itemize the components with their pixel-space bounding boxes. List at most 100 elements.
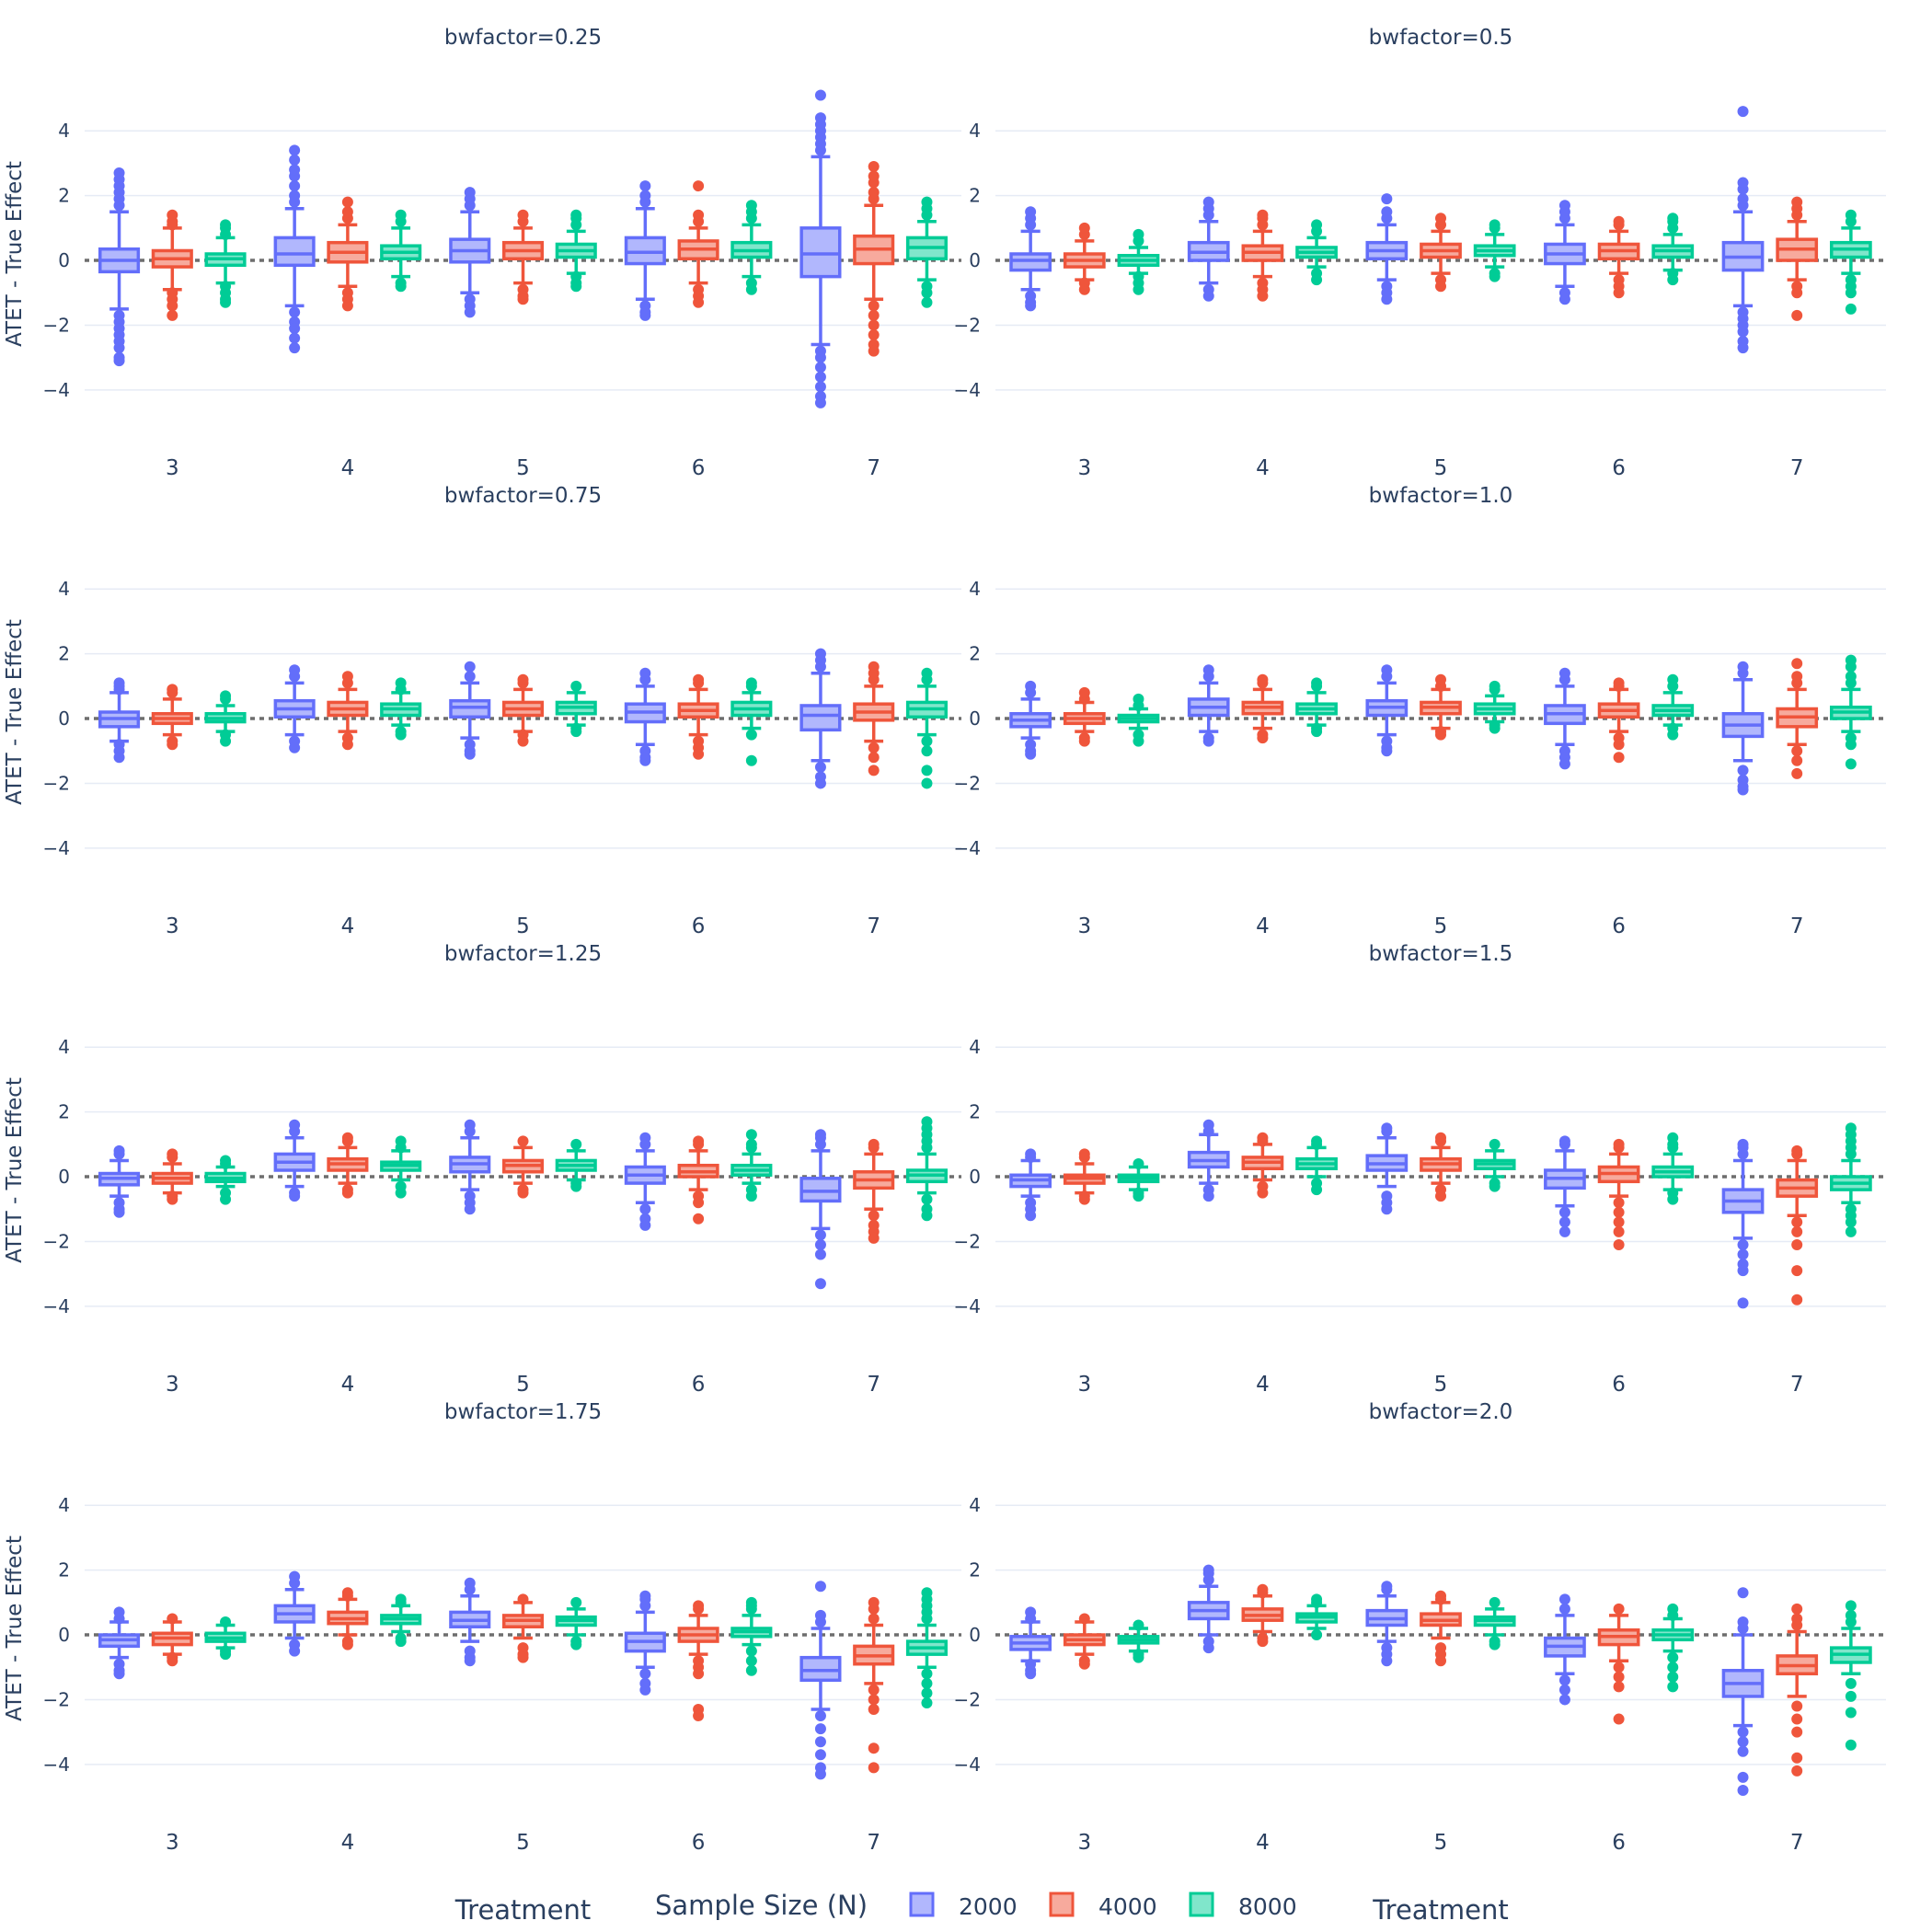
box-8000 [1651, 1132, 1695, 1205]
outlier-point [814, 351, 826, 363]
x-tick-label: 6 [692, 914, 706, 938]
outlier-point [1791, 196, 1803, 208]
box-8000 [204, 690, 247, 747]
box-4000 [151, 1148, 193, 1205]
outlier-point [1558, 1674, 1570, 1686]
box-2000 [1544, 1593, 1586, 1706]
outlier-point [464, 748, 476, 760]
outlier-point [570, 281, 582, 293]
box-2000 [624, 1132, 666, 1231]
outlier-point [639, 1219, 651, 1231]
y-tick-label: −4 [954, 379, 981, 401]
outlier-point [1791, 671, 1803, 683]
box-4000 [501, 673, 545, 747]
outlier-point [1435, 1590, 1446, 1602]
subplot-panel: bwfactor=1.75 −4 −2 0 2 4 3 4 5 6 7 ATET - True Eff… [3, 1400, 961, 1926]
outlier-point [1613, 1238, 1625, 1250]
box-2000 [1365, 664, 1409, 757]
box-4000 [1597, 215, 1640, 299]
outlier-point [1078, 686, 1090, 698]
x-tick-label: 6 [692, 1373, 706, 1397]
outlier-point [1613, 1671, 1625, 1683]
y-tick-label: 4 [58, 1036, 70, 1058]
outlier-point [1737, 193, 1749, 205]
y-tick-label: −4 [43, 379, 70, 401]
y-tick-label: 2 [58, 1101, 70, 1123]
outlier-point [395, 1187, 407, 1199]
outlier-point [341, 1639, 353, 1650]
box-4000 [853, 661, 895, 776]
outlier-point [921, 1193, 933, 1205]
box-4000 [1420, 1132, 1462, 1202]
outlier-point [289, 1570, 301, 1582]
box-4000 [677, 1135, 719, 1225]
outlier-point [814, 1736, 826, 1748]
outlier-point [693, 673, 705, 685]
outlier-point [814, 1768, 826, 1780]
outlier-point [1311, 1629, 1323, 1641]
outlier-point [639, 754, 651, 766]
box-8000 [1117, 228, 1160, 295]
box-8000 [1651, 673, 1695, 741]
outlier-point [517, 293, 529, 305]
outlier-point [1202, 1564, 1214, 1576]
box-8000 [1117, 1157, 1160, 1202]
box-2000 [1721, 1138, 1765, 1309]
outlier-point [921, 287, 933, 299]
outlier-point [1737, 1736, 1749, 1748]
outlier-point [1202, 735, 1214, 747]
y-tick-label: −4 [954, 1295, 981, 1317]
y-tick-label: 2 [969, 1101, 981, 1123]
outlier-point [517, 673, 529, 685]
outlier-point [1435, 213, 1446, 224]
outlier-point [570, 1596, 582, 1608]
x-tick-label: 4 [1256, 914, 1270, 938]
subplot-panel: bwfactor=1.0 −4 −2 0 2 4 3 4 5 6 7 [954, 484, 1886, 938]
outlier-point [814, 1278, 826, 1290]
outlier-point [341, 1587, 353, 1599]
subplot-panel: bwfactor=1.25 −4 −2 0 2 4 3 4 5 6 7 ATET - True Eff… [3, 942, 961, 1397]
outlier-point [1257, 209, 1269, 221]
outlier-point [1845, 739, 1857, 751]
outlier-point [693, 209, 705, 221]
box-4000 [1241, 209, 1284, 302]
outlier-point [814, 1749, 826, 1761]
outlier-point [1078, 1193, 1090, 1205]
box-8000 [1651, 1603, 1695, 1693]
outlier-point [814, 397, 826, 408]
x-tick-label: 6 [1612, 1373, 1626, 1397]
outlier-point [220, 1616, 232, 1627]
outlier-point [1133, 693, 1144, 705]
outlier-point [639, 667, 651, 679]
outlier-point [921, 1587, 933, 1599]
outlier-point [570, 1639, 582, 1650]
outlier-point [1381, 293, 1393, 305]
outlier-point [1737, 106, 1749, 118]
y-tick-label: −2 [954, 314, 981, 336]
outlier-point [1489, 1639, 1501, 1650]
outlier-point [639, 1203, 651, 1215]
outlier-point [167, 684, 178, 696]
box-4000 [327, 671, 369, 751]
outlier-point [921, 1116, 933, 1128]
outlier-point [1613, 1197, 1625, 1209]
outlier-point [745, 1596, 757, 1608]
x-tick-label: 7 [867, 456, 880, 480]
box-8000 [1829, 654, 1872, 770]
outlier-point [1133, 283, 1144, 295]
outlier-point [570, 680, 582, 692]
outlier-point [1133, 1651, 1144, 1663]
box-8000 [1829, 1600, 1872, 1751]
y-tick-label: −4 [43, 1754, 70, 1776]
outlier-point [1558, 1593, 1570, 1605]
outlier-point [745, 754, 757, 766]
outlier-point [395, 1593, 407, 1605]
y-tick-label: 2 [58, 1559, 70, 1581]
outlier-point [1078, 222, 1090, 234]
outlier-point [464, 1577, 476, 1589]
outlier-point [814, 648, 826, 660]
outlier-point [341, 206, 353, 218]
outlier-point [1737, 1785, 1749, 1796]
